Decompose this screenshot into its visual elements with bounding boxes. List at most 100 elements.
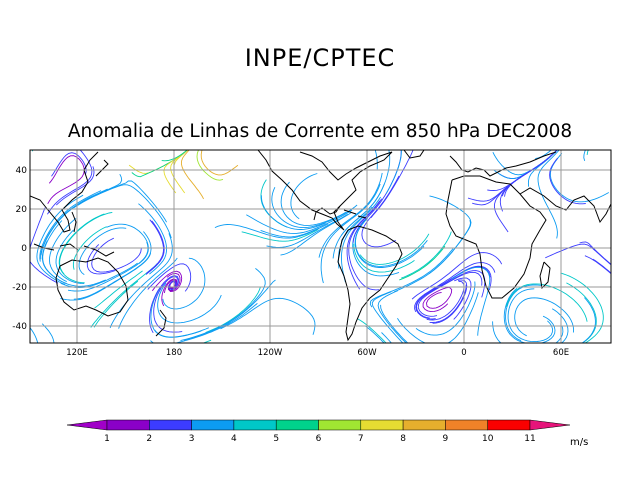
colorbar-swatch <box>233 419 277 431</box>
colorbar-swatch <box>149 419 192 431</box>
asia-coast <box>519 187 611 224</box>
africa-coast <box>445 175 547 299</box>
streamline <box>451 266 491 336</box>
streamline <box>157 282 222 324</box>
colorbar-swatch <box>360 419 404 431</box>
streamline <box>109 233 173 329</box>
streamline <box>581 297 596 343</box>
colorbar-label: 7 <box>358 434 364 444</box>
colorbar-label: 1 <box>104 434 110 444</box>
colorbar-label: 11 <box>524 434 535 444</box>
streamline <box>271 187 358 229</box>
streamline <box>566 282 597 343</box>
philippines-islands <box>71 211 77 233</box>
streamline <box>371 291 404 343</box>
streamline <box>432 279 468 324</box>
streamline <box>40 174 123 256</box>
streamline <box>162 257 206 310</box>
streamline <box>411 252 503 300</box>
streamline <box>55 229 85 285</box>
streamline <box>58 213 105 284</box>
streamline <box>537 150 560 239</box>
japan-coast <box>95 159 109 177</box>
streamline <box>397 292 479 343</box>
streamline <box>341 196 381 283</box>
streamline <box>41 240 106 287</box>
streamline <box>180 150 204 200</box>
streamline <box>214 223 329 239</box>
streamline <box>380 304 409 343</box>
streamline <box>41 323 55 343</box>
new-zealand-coast <box>155 309 167 337</box>
map-subtitle: Anomalia de Linhas de Corrente em 850 hP… <box>67 121 573 142</box>
streamline <box>549 152 610 203</box>
streamline <box>369 248 454 308</box>
streamline <box>90 262 158 328</box>
colorbar-swatch <box>445 419 488 431</box>
streamline <box>47 150 93 215</box>
streamline <box>401 231 452 279</box>
streamline <box>579 241 611 265</box>
lon-tick-label: 60E <box>553 348 569 358</box>
streamline <box>161 150 188 162</box>
streamline <box>150 303 258 343</box>
north-america-coast <box>257 150 393 231</box>
streamline <box>505 283 588 322</box>
streamline <box>47 155 85 205</box>
map-frame <box>29 149 612 344</box>
streamline <box>59 211 113 275</box>
streamline <box>492 321 564 343</box>
streamline <box>77 184 172 239</box>
streamline <box>51 152 87 177</box>
colorbar-label: 3 <box>189 434 195 444</box>
streamline <box>320 183 381 284</box>
streamline <box>399 245 446 281</box>
grid-lines <box>30 150 611 343</box>
streamline <box>30 327 39 343</box>
streamline <box>377 290 407 343</box>
streamline <box>170 150 189 194</box>
colorbar-swatches <box>66 419 571 431</box>
colorbar-labels: 1 2 3 4 5 6 7 8 9 10 11 <box>104 434 536 444</box>
colorbar-start-triangle <box>66 419 108 431</box>
streamline <box>173 150 189 165</box>
streamline <box>381 332 393 343</box>
lon-tick-label: 60W <box>357 348 377 358</box>
colorbar-swatch <box>487 419 531 431</box>
streamline <box>30 207 59 284</box>
colorbar-swatch <box>318 419 362 431</box>
caribbean-islands <box>343 209 367 219</box>
streamline <box>503 287 556 343</box>
streamline <box>374 150 378 170</box>
colorbar-label: 9 <box>443 434 449 444</box>
lon-tick-labels: 120E 180 120W 60W 0 60E <box>66 348 569 358</box>
lat-tick-label: 20 <box>16 205 28 215</box>
colorbar-label: 4 <box>231 434 237 444</box>
streamline <box>549 157 586 205</box>
lat-tick-labels: 40 20 0 -20 -40 <box>12 166 27 332</box>
streamline <box>118 257 178 329</box>
streamline <box>499 150 558 212</box>
streamline <box>78 227 127 276</box>
streamline <box>527 150 558 187</box>
streamline <box>354 217 425 268</box>
colorbar-label: 5 <box>273 434 279 444</box>
streamline <box>39 190 102 262</box>
streamline <box>200 150 239 176</box>
colorbar-swatch <box>191 419 235 431</box>
streamline <box>180 268 266 342</box>
streamline <box>505 284 543 342</box>
east-asia-coast <box>30 151 99 233</box>
streamline <box>514 297 575 337</box>
streamline <box>415 281 476 336</box>
streamline <box>73 231 152 300</box>
lat-tick-label: -40 <box>12 322 27 332</box>
streamline <box>241 229 319 242</box>
lat-tick-label: 40 <box>16 166 28 176</box>
streamline <box>196 150 224 181</box>
coastline-layer <box>30 150 611 342</box>
streamline <box>551 308 569 343</box>
streamline <box>422 286 453 313</box>
australia-coast <box>55 257 129 317</box>
